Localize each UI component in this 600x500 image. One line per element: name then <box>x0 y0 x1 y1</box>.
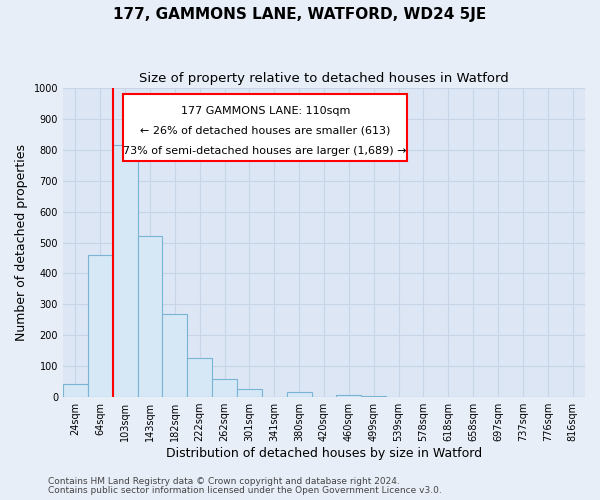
Bar <box>187 358 212 397</box>
Text: Contains HM Land Registry data © Crown copyright and database right 2024.: Contains HM Land Registry data © Crown c… <box>48 477 400 486</box>
FancyBboxPatch shape <box>123 94 407 160</box>
Text: 177, GAMMONS LANE, WATFORD, WD24 5JE: 177, GAMMONS LANE, WATFORD, WD24 5JE <box>113 8 487 22</box>
Bar <box>287 392 311 397</box>
Text: ← 26% of detached houses are smaller (613): ← 26% of detached houses are smaller (61… <box>140 126 391 136</box>
Text: 177 GAMMONS LANE: 110sqm: 177 GAMMONS LANE: 110sqm <box>181 106 350 116</box>
Bar <box>212 380 237 397</box>
Bar <box>163 314 187 397</box>
Bar <box>361 396 386 397</box>
Bar <box>113 145 137 397</box>
Bar <box>237 390 262 397</box>
Text: 73% of semi-detached houses are larger (1,689) →: 73% of semi-detached houses are larger (… <box>124 146 407 156</box>
Text: Contains public sector information licensed under the Open Government Licence v3: Contains public sector information licen… <box>48 486 442 495</box>
Bar <box>137 236 163 397</box>
Bar <box>88 255 113 397</box>
Title: Size of property relative to detached houses in Watford: Size of property relative to detached ho… <box>139 72 509 86</box>
X-axis label: Distribution of detached houses by size in Watford: Distribution of detached houses by size … <box>166 447 482 460</box>
Bar <box>337 394 361 397</box>
Y-axis label: Number of detached properties: Number of detached properties <box>15 144 28 341</box>
Bar <box>63 384 88 397</box>
